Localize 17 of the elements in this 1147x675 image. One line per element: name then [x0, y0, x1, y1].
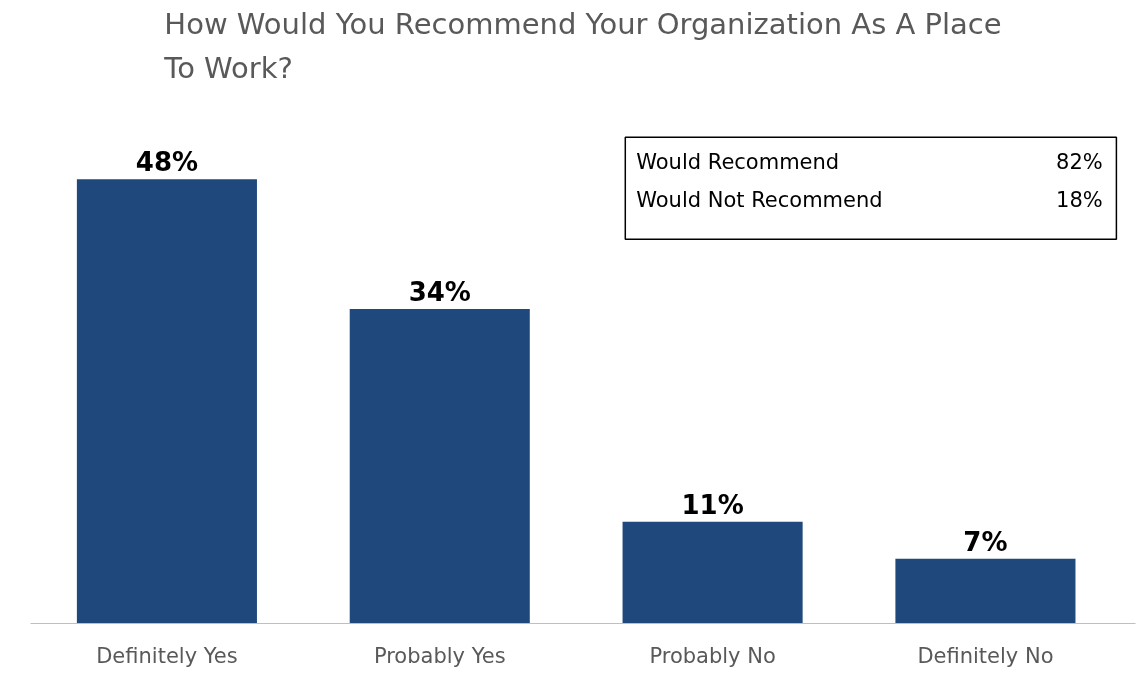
- text: 82%: [1056, 150, 1103, 175]
- annotation: 18%: [1056, 188, 1103, 213]
- x-tick-label: Definitely Yes: [96, 643, 238, 668]
- x-tick-label: Definitely No: [917, 643, 1054, 668]
- data-label: 11%: [681, 489, 744, 520]
- bar: [895, 558, 1076, 624]
- annotation: Would Not Recommend: [636, 188, 883, 213]
- text: Would Recommend: [636, 150, 840, 175]
- bar: [349, 308, 530, 624]
- data-label: 34%: [408, 276, 471, 307]
- chart-title: How Would You Recommend Your Organization As A Place To Work?: [163, 7, 1002, 86]
- x-tick-label: Probably No: [649, 643, 776, 668]
- x-tick-label: Probably Yes: [373, 643, 506, 668]
- bar: [622, 521, 803, 624]
- bar: [76, 179, 257, 624]
- data-label: 48%: [135, 147, 199, 178]
- data-label: 7%: [963, 526, 1008, 557]
